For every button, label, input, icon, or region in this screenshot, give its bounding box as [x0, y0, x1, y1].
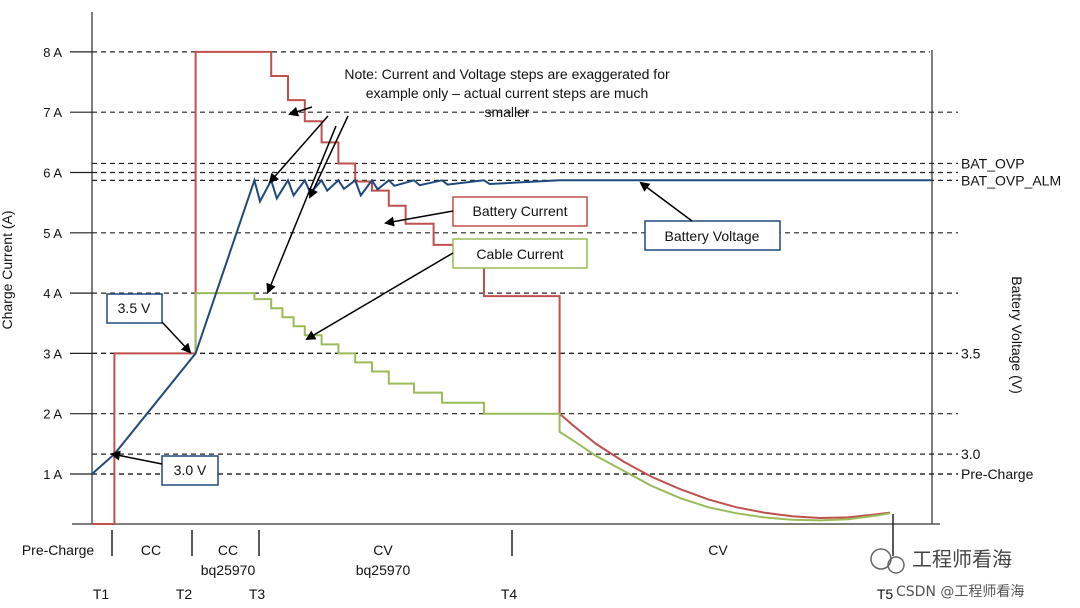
- v35-callout-text: 3.5 V: [118, 300, 151, 316]
- ytick-label-3a: 3 A: [43, 346, 62, 361]
- phase-cc: CC: [141, 542, 161, 558]
- time-marker-t5: T5: [877, 586, 894, 602]
- ytick-label-2a: 2 A: [43, 407, 62, 422]
- phase-precharge: Pre-Charge: [22, 542, 95, 558]
- time-marker-t1: T1: [93, 586, 110, 602]
- v30-callout-arrow: [110, 450, 163, 465]
- battery-voltage-line: [91, 176, 932, 475]
- note-arrows: [266, 106, 349, 294]
- y-tick-labels: 1 A 2 A 3 A 4 A 5 A 6 A 7 A 8 A: [43, 45, 62, 482]
- watermark-brand: 工程师看海: [912, 547, 1012, 571]
- v30-callout-box: [161, 455, 219, 486]
- note-line-3: smaller: [484, 104, 529, 120]
- battery-voltage-callout-arrow: [639, 181, 693, 222]
- right-label-bat-ovp: BAT_OVP: [961, 155, 1025, 171]
- ytick-label-6a: 6 A: [43, 166, 62, 181]
- phase-cc-bq: CC: [218, 542, 238, 558]
- cable-current-callout-box: [452, 238, 588, 269]
- watermark-logo-icon: [870, 548, 905, 574]
- watermark-credit: CSDN @工程师看海: [896, 584, 1024, 600]
- right-label-pre-charge: Pre-Charge: [961, 466, 1034, 482]
- battery-current-callout-text: Battery Current: [473, 203, 568, 219]
- time-marker-t4: T4: [501, 586, 518, 602]
- phase-cv-bq: CV: [373, 542, 393, 558]
- cable-current-callout-arrow: [305, 252, 454, 341]
- battery-voltage-callout-box: [644, 220, 781, 251]
- y2-axis-title: Battery Voltage (V): [1009, 276, 1025, 394]
- battery-current-callout-box: [452, 196, 588, 227]
- v35-callout-arrow: [161, 321, 192, 354]
- time-marker-t2: T2: [176, 586, 193, 602]
- note-arrow-2: [268, 115, 329, 184]
- phase-cv-bq-sub: bq25970: [356, 562, 411, 578]
- ytick-label-5a: 5 A: [43, 226, 62, 241]
- battery-voltage-callout-text: Battery Voltage: [665, 228, 760, 244]
- ytick-label-7a: 7 A: [43, 105, 62, 120]
- ytick-label-8a: 8 A: [43, 45, 62, 60]
- y-axis-title: Charge Current (A): [0, 210, 15, 329]
- time-ticks: [111, 514, 894, 556]
- note-line-1: Note: Current and Voltage steps are exag…: [344, 66, 670, 82]
- phase-cv: CV: [708, 542, 728, 558]
- v30-callout-text: 3.0 V: [174, 462, 207, 478]
- v35-callout-box: [106, 293, 163, 324]
- right-label-bat-ovp-alm: BAT_OVP_ALM: [961, 172, 1061, 188]
- ytick-label-1a: 1 A: [43, 467, 62, 482]
- phase-cc-bq-sub: bq25970: [201, 562, 256, 578]
- cable-current-callout-text: Cable Current: [476, 246, 563, 262]
- right-label-3-0: 3.0: [961, 446, 981, 462]
- note-arrow-1: [288, 106, 313, 117]
- note-arrow-3: [308, 115, 349, 199]
- right-label-3-5: 3.5: [961, 345, 981, 361]
- note-arrow-4: [266, 125, 337, 294]
- ytick-label-4a: 4 A: [43, 286, 62, 301]
- time-marker-t3: T3: [249, 586, 266, 602]
- cable-current-line: [194, 292, 891, 522]
- battery-current-line: [92, 50, 891, 525]
- note-line-2: example only – actual current steps are …: [366, 85, 648, 101]
- battery-current-callout-arrow: [384, 210, 454, 227]
